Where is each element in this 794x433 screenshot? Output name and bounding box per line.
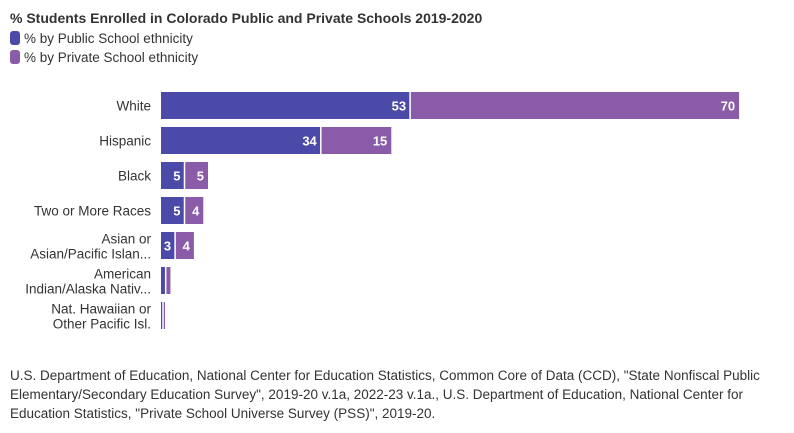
category-label: White: [116, 99, 151, 114]
bar-segment-private[interactable]: [184, 162, 209, 189]
bar-segment-private[interactable]: [175, 232, 194, 259]
category-label: Hispanic: [99, 134, 151, 149]
segment-divider: [183, 162, 186, 189]
category-label: Black: [118, 169, 151, 184]
segment-divider: [409, 92, 411, 119]
legend-label-private: % by Private School ethnicity: [24, 49, 199, 65]
data-label: 34: [302, 134, 317, 149]
data-label: 5: [173, 204, 180, 219]
bar-segment-public[interactable]: [161, 127, 321, 154]
category-label: Asian or Asian/Pacific Islan...: [30, 232, 151, 262]
bar-segment-public[interactable]: [161, 197, 185, 224]
bar-segment-public[interactable]: [161, 162, 185, 189]
legend-item-public[interactable]: % by Public School ethnicity: [10, 29, 193, 47]
segment-divider: [320, 127, 322, 154]
legend-swatch-private: [10, 50, 20, 64]
bar-segment-private[interactable]: [410, 92, 740, 119]
data-label: 5: [173, 169, 180, 184]
bar-segment-private[interactable]: [165, 267, 171, 294]
data-label: 53: [392, 99, 406, 114]
data-label: 4: [192, 204, 200, 219]
source-note: U.S. Department of Education, National C…: [10, 368, 760, 421]
bar-segment-public[interactable]: [161, 92, 411, 119]
data-label: 3: [164, 239, 171, 254]
data-label: 4: [183, 239, 191, 254]
segment-divider: [162, 302, 164, 329]
category-label: American Indian/Alaska Nativ...: [25, 267, 151, 297]
category-label: Two or More Races: [34, 204, 151, 219]
category-label: Nat. Hawaiian or Other Pacific Isl.: [51, 302, 151, 332]
data-label: 15: [373, 134, 387, 149]
segment-divider: [174, 232, 176, 259]
chart-title: % Students Enrolled in Colorado Public a…: [10, 10, 483, 26]
bar-segment-private[interactable]: [320, 127, 392, 154]
data-label: 70: [721, 99, 735, 114]
legend-item-private[interactable]: % by Private School ethnicity: [10, 48, 198, 66]
bar-segment-public[interactable]: [161, 267, 166, 294]
bar-segment-public[interactable]: [161, 232, 176, 259]
data-label: 5: [197, 169, 204, 184]
legend-swatch-public: [10, 31, 20, 45]
bar-segment-private[interactable]: [184, 197, 204, 224]
legend-label-public: % by Public School ethnicity: [24, 30, 193, 46]
segment-divider: [183, 197, 186, 224]
bar-segment-public[interactable]: [161, 302, 163, 329]
bar-segment-private[interactable]: [163, 302, 165, 329]
segment-divider: [164, 267, 167, 294]
